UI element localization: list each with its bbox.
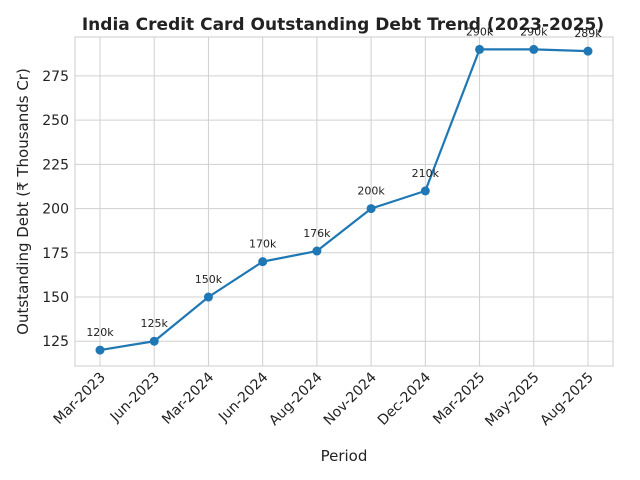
x-tick-label: Jun-2024	[215, 369, 271, 425]
grid	[75, 37, 613, 366]
data-point	[312, 246, 322, 256]
x-tick-label: Jun-2023	[107, 370, 163, 426]
series-line	[99, 48, 589, 352]
series-layer	[95, 44, 593, 355]
y-axis-label: Outstanding Debt (₹ Thousands Cr)	[14, 68, 32, 335]
x-tick-label: Nov-2024	[321, 369, 380, 428]
data-point	[258, 257, 268, 267]
data-label: 289k	[574, 27, 602, 40]
y-tick-label: 250	[42, 113, 69, 129]
data-point	[420, 186, 430, 196]
data-point	[95, 345, 105, 355]
x-axis-ticks: Mar-2023Jun-2023Mar-2024Jun-2024Aug-2024…	[51, 369, 597, 429]
data-label: 120k	[86, 326, 114, 339]
data-label: 125k	[141, 317, 169, 330]
data-label: 150k	[195, 273, 223, 286]
data-label: 290k	[520, 25, 548, 38]
chart-title: India Credit Card Outstanding Debt Trend…	[82, 15, 604, 35]
data-label: 200k	[357, 185, 385, 198]
y-tick-label: 200	[42, 202, 69, 218]
x-tick-label: May-2025	[482, 370, 542, 430]
y-tick-label: 275	[42, 69, 69, 85]
y-axis-ticks: 125 150 175 200 225 250 275	[42, 69, 69, 350]
data-point	[475, 44, 485, 54]
x-tick-label: Mar-2025	[430, 370, 488, 428]
y-tick-label: 175	[42, 246, 69, 262]
x-tick-label: Mar-2024	[159, 369, 217, 427]
y-tick-label: 225	[42, 157, 69, 173]
y-tick-label: 125	[42, 334, 69, 350]
data-point	[529, 44, 539, 54]
data-label: 210k	[412, 167, 440, 180]
data-label: 176k	[303, 227, 331, 240]
data-point	[366, 204, 376, 214]
x-tick-label: Mar-2023	[51, 370, 109, 428]
y-tick-label: 150	[42, 290, 69, 306]
x-tick-label: Dec-2024	[375, 369, 434, 428]
x-tick-label: Aug-2025	[537, 370, 596, 429]
plot-area	[74, 36, 614, 367]
data-point	[203, 292, 213, 302]
data-label: 170k	[249, 238, 277, 251]
data-point	[149, 336, 159, 346]
data-label: 290k	[466, 25, 494, 38]
data-labels: 120k 125k 150k 170k 176k 200k 210k 290k 290k 289k	[86, 25, 602, 339]
x-tick-label: Aug-2024	[266, 369, 325, 428]
data-point	[583, 46, 593, 56]
x-axis-label: Period	[321, 447, 368, 465]
